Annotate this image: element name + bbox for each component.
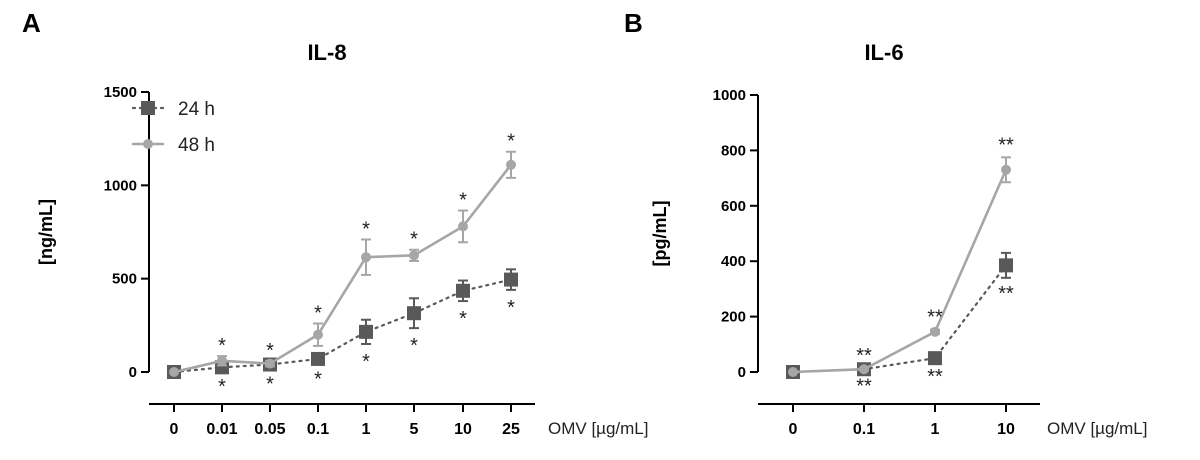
significance-marker: ** [927, 307, 943, 329]
data-point-circle [930, 326, 940, 337]
data-point-circle [1001, 164, 1011, 175]
data-point-circle [859, 364, 869, 375]
significance-marker: ** [856, 376, 872, 398]
chart-panel-b: B IL-6 0 200 400 600 800 1000 [pg/mL] 0 0.1 1 10 OMV … [624, 8, 1147, 438]
x-tick-label: 10 [454, 421, 472, 438]
y-tick-label: 400 [721, 253, 746, 270]
chart-title: IL-6 [864, 40, 903, 65]
series-line [791, 264, 1008, 374]
chart-title: IL-8 [307, 40, 346, 65]
data-point-circle [169, 367, 179, 377]
significance-marker: * [507, 131, 515, 153]
legend-label: 48 h [178, 135, 215, 156]
data-point-circle [217, 355, 227, 366]
chart-panel-a: A IL-8 0 500 1000 1500 [ng/mL] 0 0.01 0.05 0.1 1 5 10… [22, 8, 648, 438]
significance-marker: * [218, 335, 226, 357]
significance-marker: * [314, 369, 322, 391]
significance-marker: ** [998, 283, 1014, 305]
data-point-square [504, 272, 518, 287]
y-tick-label: 600 [721, 198, 746, 215]
data-point-square [359, 324, 373, 339]
legend: 24 h 48 h [131, 99, 215, 156]
legend-label: 24 h [178, 99, 215, 120]
data-point-square [311, 351, 325, 366]
series-line [791, 168, 1008, 374]
data-point-square [999, 258, 1013, 273]
significance-marker: ** [856, 345, 872, 367]
significance-marker: * [314, 302, 322, 324]
data-point-circle [506, 159, 516, 170]
significance-marker: * [410, 229, 418, 251]
legend-marker-square [141, 101, 155, 115]
significance-marker: * [266, 340, 274, 362]
x-tick-label: 1 [931, 421, 940, 438]
x-tick-label: 0.1 [307, 421, 329, 438]
x-axis-label: OMV [µg/mL] [1047, 419, 1147, 438]
y-tick-label: 200 [721, 309, 746, 326]
data-point-circle [313, 329, 323, 340]
panel-label: A [22, 8, 41, 38]
x-tick-label: 0 [789, 421, 798, 438]
y-tick-label: 800 [721, 142, 746, 159]
x-axis-label: OMV [µg/mL] [548, 419, 648, 438]
significance-marker: * [218, 376, 226, 398]
data-point-square [928, 351, 942, 366]
legend-marker-circle [143, 139, 153, 149]
x-tick-label: 25 [502, 421, 520, 438]
significance-marker: * [507, 297, 515, 319]
series-line [172, 278, 513, 374]
x-tick-label: 0.1 [853, 421, 875, 438]
series-24-h: ** ** ** [786, 251, 1014, 398]
y-tick-label: 1000 [104, 177, 137, 194]
x-tick-label: 1 [362, 421, 371, 438]
data-point-circle [409, 250, 419, 261]
x-tick-label: 0.05 [254, 421, 285, 438]
y-tick-label: 1500 [104, 84, 137, 101]
series-24-h: * * * * * * * [167, 268, 518, 398]
x-tick-label: 5 [410, 421, 419, 438]
series-48-h: * * * * * * * [169, 131, 516, 377]
significance-marker: * [459, 190, 467, 212]
significance-marker: ** [927, 366, 943, 388]
significance-marker: ** [998, 134, 1014, 156]
x-tick-label: 10 [997, 421, 1015, 438]
data-point-circle [788, 367, 798, 377]
data-point-circle [361, 252, 371, 263]
data-point-circle [265, 358, 275, 369]
x-tick-label: 0.01 [206, 421, 237, 438]
y-tick-label: 0 [129, 364, 137, 381]
y-tick-label: 0 [738, 364, 746, 381]
x-tick-label: 0 [170, 421, 179, 438]
data-point-square [407, 306, 421, 321]
y-axis-label: [ng/mL] [36, 199, 56, 265]
significance-marker: * [266, 373, 274, 395]
significance-marker: * [362, 218, 370, 240]
panel-label: B [624, 8, 643, 38]
significance-marker: * [362, 351, 370, 373]
data-point-circle [458, 221, 468, 232]
series-48-h: ** ** ** [788, 134, 1014, 377]
y-axis-label: [pg/mL] [650, 201, 670, 267]
y-tick-label: 1000 [713, 87, 746, 104]
data-point-square [456, 283, 470, 298]
y-tick-label: 500 [112, 271, 137, 288]
series-line [172, 163, 513, 374]
significance-marker: * [410, 335, 418, 357]
significance-marker: * [459, 308, 467, 330]
